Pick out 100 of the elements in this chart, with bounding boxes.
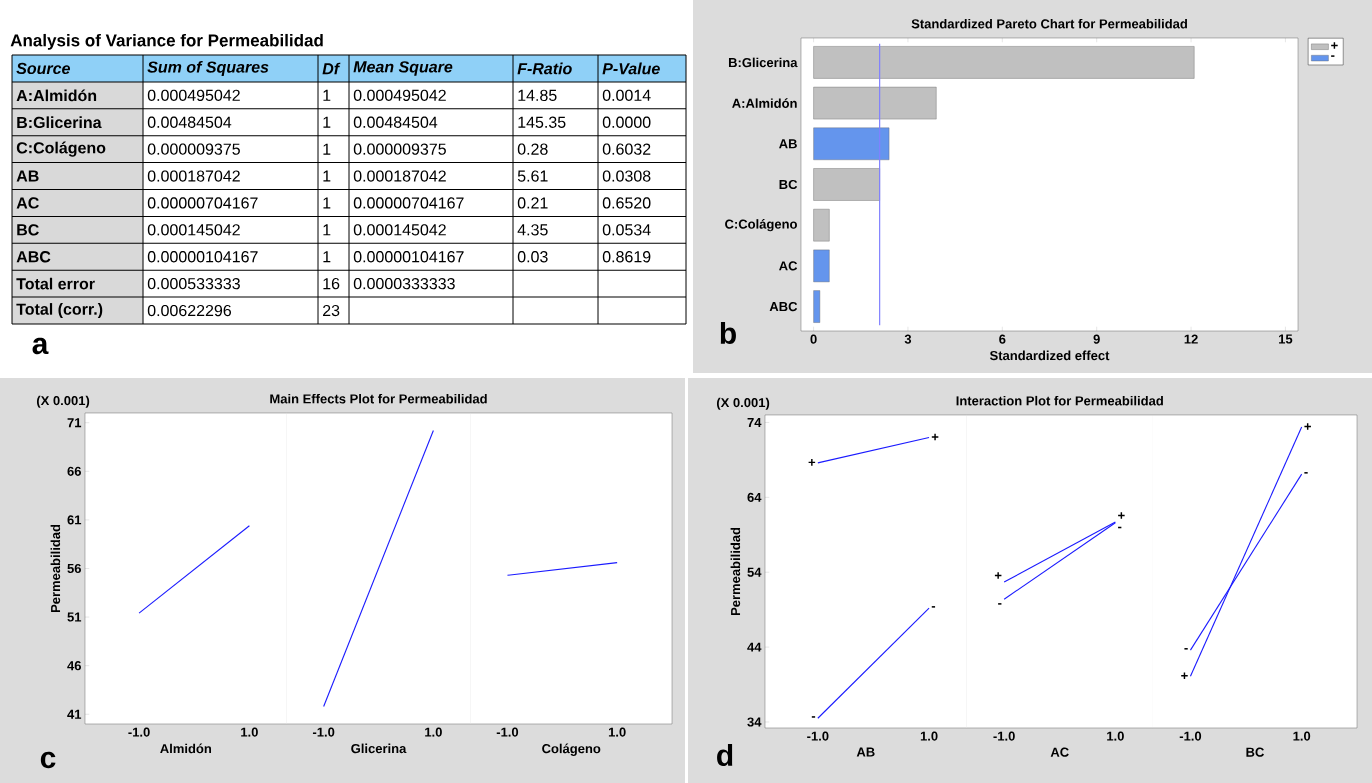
text: 1 [323, 143, 331, 155]
x-axis-title: Glicerina [351, 743, 407, 754]
category-label: C:Colágeno [16, 141, 106, 157]
text: 0.03 [517, 251, 548, 263]
text: 1 [323, 197, 331, 209]
x-tick-label: 0 [810, 334, 817, 344]
y-axis-title: Permeabilidad [730, 527, 741, 616]
y-tick-label: AB [779, 139, 797, 149]
text: + [1118, 512, 1125, 519]
text: 0.0308 [602, 170, 651, 182]
x-tick-label: 1.0 [608, 727, 626, 737]
x-axis-title: AB [856, 747, 875, 757]
x-tick-label: 6 [999, 334, 1006, 344]
y-tick-label: B:Glicerina [728, 57, 798, 68]
category-label: ABC [16, 251, 51, 263]
y-tick-label: 66 [67, 466, 82, 476]
text: 0.0000 [602, 116, 651, 128]
y-tick-label: 34 [747, 717, 762, 727]
x-tick-label: -1.0 [807, 731, 829, 741]
category-label: Total error [16, 277, 95, 290]
text: 0.6032 [602, 143, 651, 155]
category-label: AC [16, 197, 39, 209]
x-tick-label: 3 [904, 334, 912, 344]
y-tick-label: A:Almidón [732, 98, 797, 108]
series-label: + [1181, 672, 1188, 680]
y-tick-label: ABC [769, 301, 798, 312]
text: 1 [323, 116, 331, 128]
y-tick-label: 61 [67, 515, 82, 525]
text: 5.61 [517, 170, 548, 182]
chart-title: Interaction Plot for Permeabilidad [956, 395, 1163, 406]
x-axis-title: Standardized effect [989, 350, 1110, 361]
chart-title: Standardized Pareto Chart for Permeabilidad [911, 18, 1187, 29]
text: 0.000495042 [147, 89, 240, 101]
text: 1 [323, 170, 331, 182]
x-tick-label: 12 [1184, 334, 1198, 344]
category-label: Df [322, 62, 341, 75]
text: + [931, 433, 939, 441]
text: - [998, 603, 1002, 605]
text: 145.35 [518, 116, 566, 128]
text: d [717, 743, 733, 767]
y-tick-label: 51 [67, 612, 82, 622]
series-label: - [1304, 472, 1308, 474]
x-tick-label: -1.0 [496, 727, 519, 737]
y-tick-label: 54 [747, 567, 762, 577]
text: 0.000533333 [147, 277, 240, 290]
text: (X 0.001) [716, 397, 770, 410]
text: a [32, 337, 49, 355]
series-label: - [931, 606, 936, 608]
text: - [1184, 648, 1188, 650]
legend-label: - [1331, 55, 1335, 57]
x-tick-label: 1.0 [1107, 731, 1124, 741]
x-axis-title: Colágeno [542, 743, 601, 756]
text: 0.0534 [602, 224, 651, 236]
text: 16 [323, 277, 340, 290]
text: 0.000187042 [353, 170, 446, 182]
text: 1 [323, 251, 331, 263]
text: 0.6520 [602, 197, 651, 209]
x-tick-label: 1.0 [241, 727, 258, 737]
x-tick-label: 9 [1093, 334, 1100, 344]
text: 1 [323, 224, 331, 236]
text: 0.000495042 [353, 89, 446, 101]
text: c [40, 751, 56, 769]
text: b [720, 321, 736, 345]
y-axis-title: Permeabilidad [50, 524, 61, 613]
x-tick-label: 1.0 [1293, 731, 1311, 741]
text: 0.28 [517, 143, 548, 155]
text: 23 [323, 304, 340, 317]
category-label: Sum of Squares [147, 60, 269, 76]
x-axis-title: BC [1246, 747, 1264, 757]
y-tick-label: 46 [67, 661, 82, 671]
chart-title: Main Effects Plot for Permeabilidad [270, 393, 487, 404]
x-tick-label: -1.0 [128, 727, 150, 737]
text: 0.000187042 [147, 170, 240, 182]
text: 0.00000104167 [353, 251, 464, 263]
text: + [1304, 423, 1311, 430]
series-label: + [808, 459, 816, 466]
y-tick-label: C:Colágeno [725, 219, 797, 232]
text: 0.0014 [602, 89, 651, 101]
text: 14.85 [518, 89, 557, 101]
category-label: AB [16, 170, 39, 182]
category-label: B:Glicerina [17, 116, 102, 129]
text: 0.8619 [602, 251, 651, 263]
category-label: Mean Square [353, 61, 453, 76]
y-tick-label: 56 [67, 563, 82, 574]
series-label: + [994, 572, 1002, 579]
category-label: A:Almidón [16, 89, 97, 102]
text: 0.00000104167 [147, 251, 258, 263]
text: 0.000009375 [353, 143, 446, 155]
x-tick-label: 1.0 [425, 727, 442, 737]
y-tick-label: 41 [67, 709, 82, 719]
x-tick-label: -1.0 [1179, 731, 1202, 741]
series-label: - [1118, 526, 1122, 529]
text: 0.00000704167 [353, 197, 464, 209]
x-axis-title: AC [1050, 747, 1069, 757]
text: 4.35 [517, 224, 548, 236]
category-label: Total (corr.) [16, 303, 103, 318]
text: 0.00622296 [147, 304, 232, 317]
category-label: P-Value [602, 62, 660, 75]
y-tick-label: 74 [747, 418, 762, 427]
text: 0.00484504 [147, 116, 232, 128]
